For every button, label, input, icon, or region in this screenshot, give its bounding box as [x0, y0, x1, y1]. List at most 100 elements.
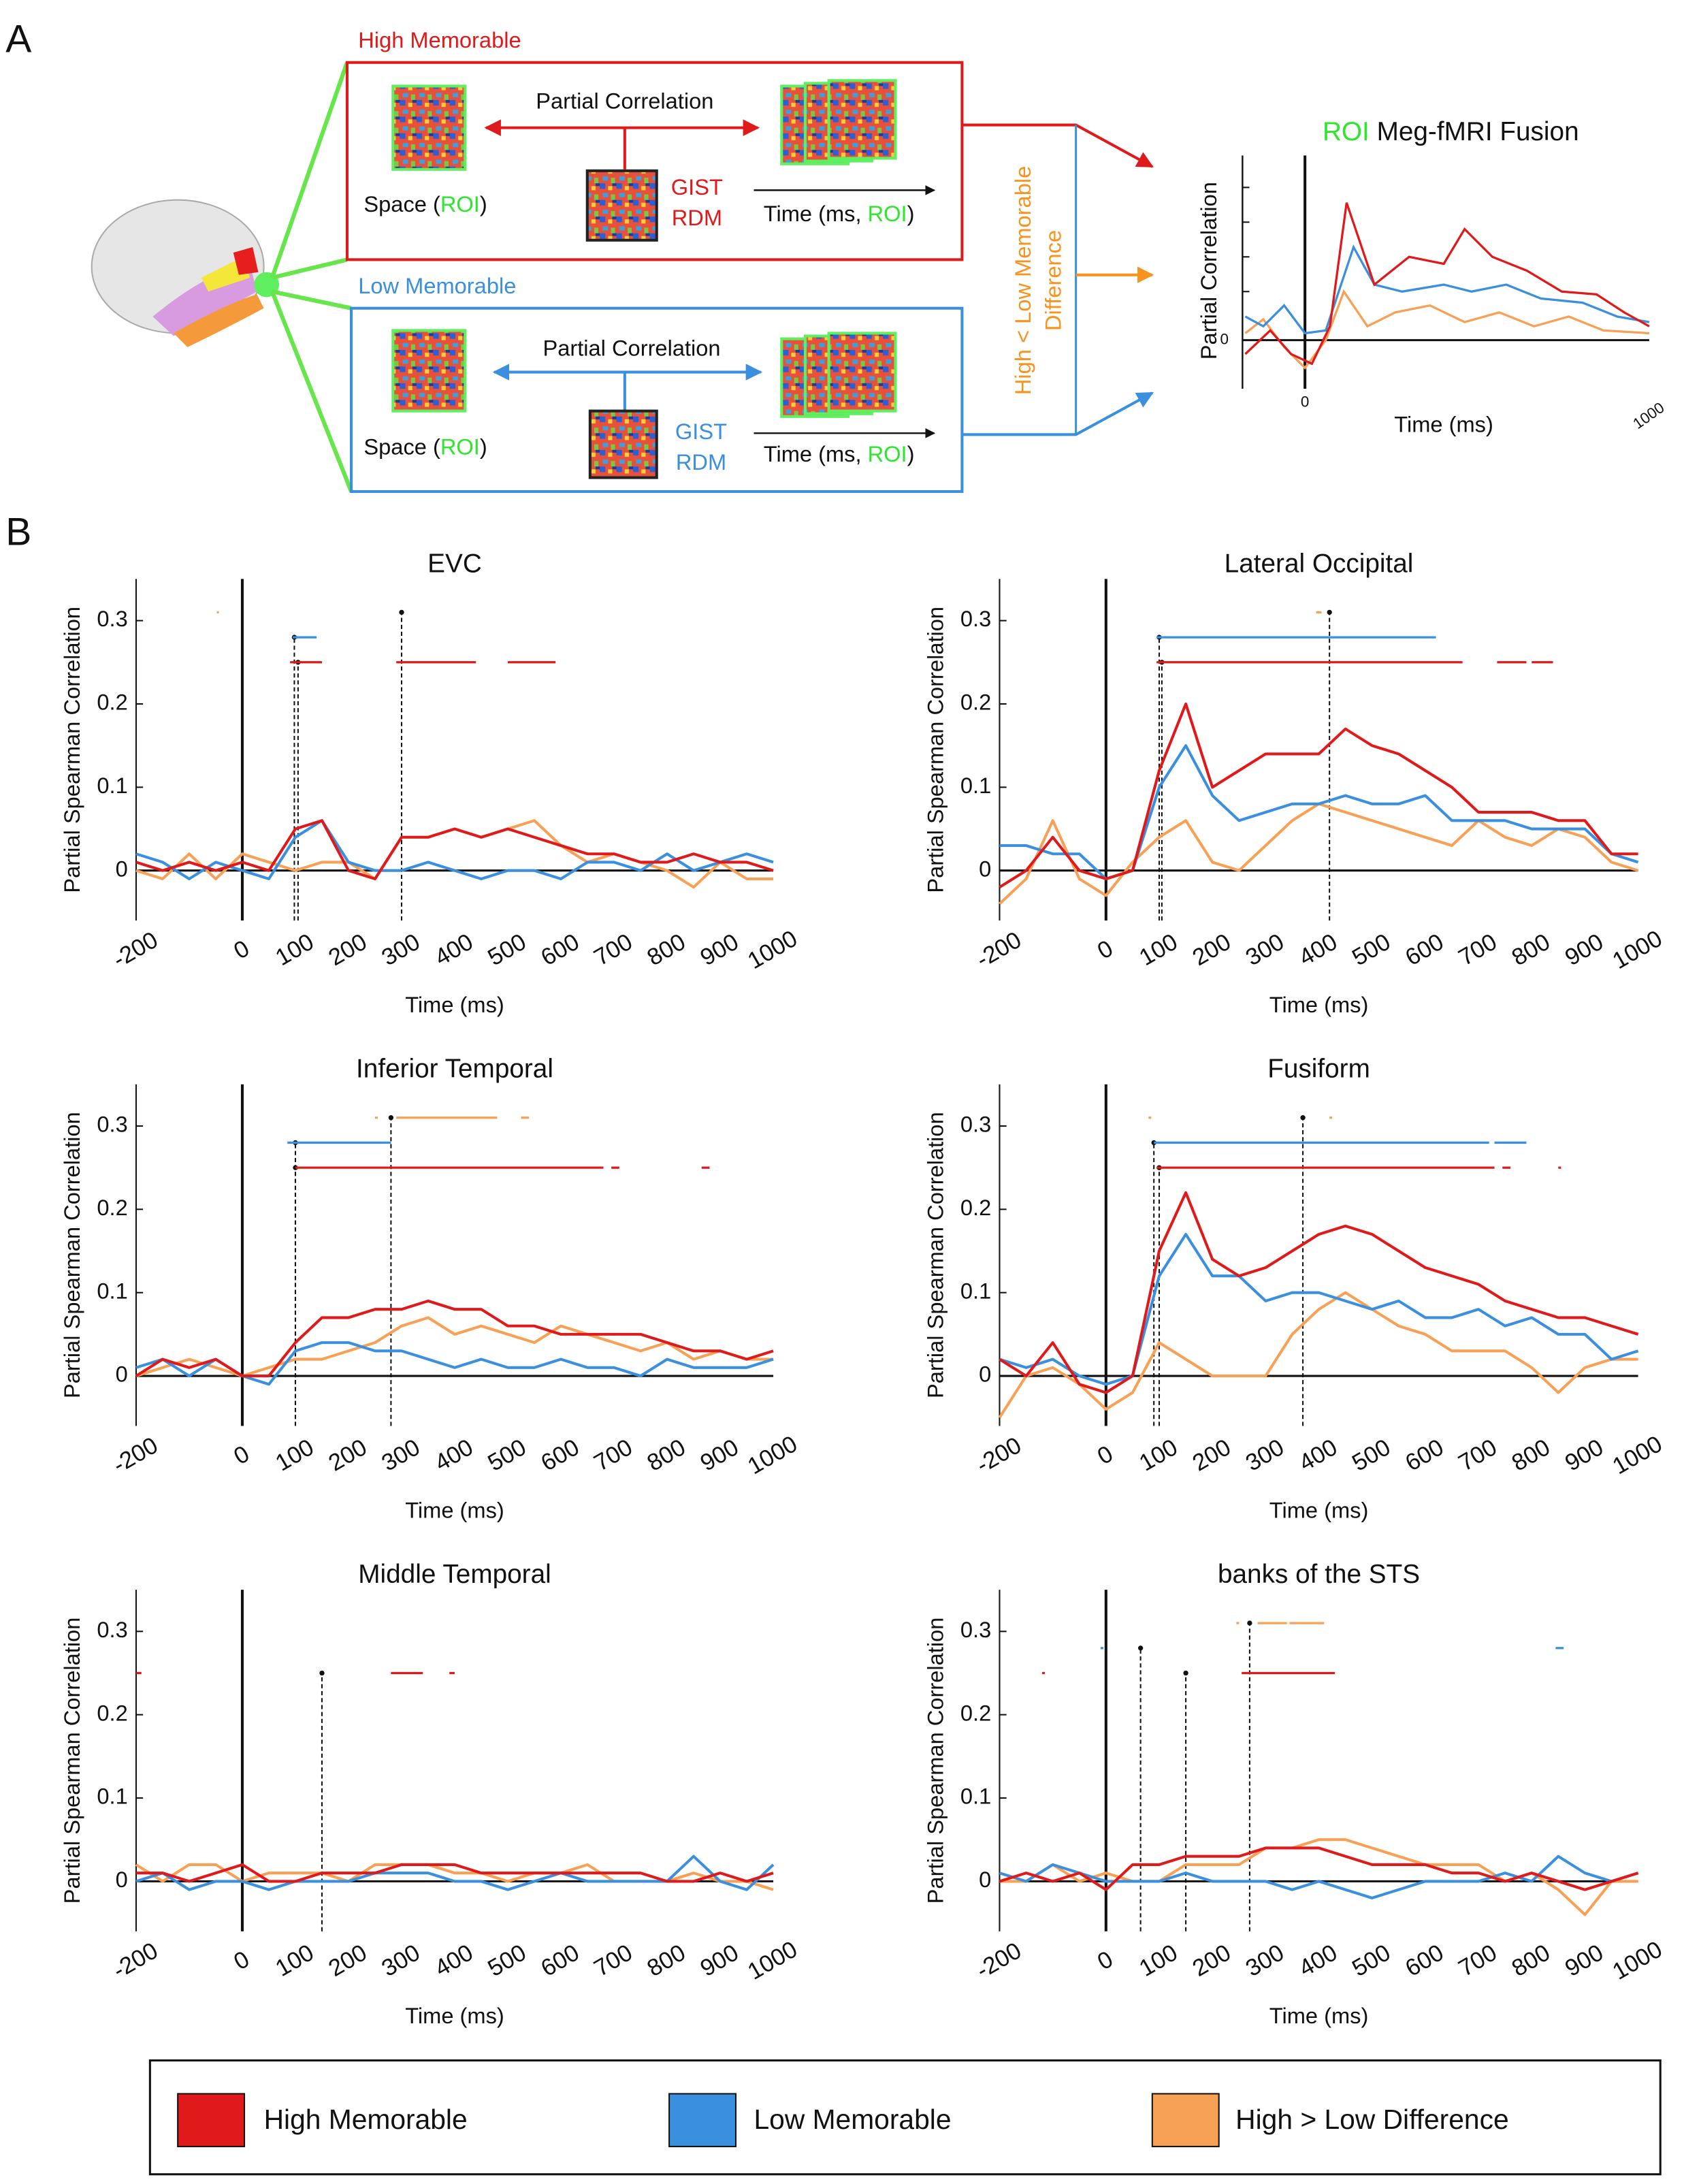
y-tick-label: 0.2	[960, 1700, 991, 1725]
x-tick-label: 200	[1188, 1434, 1235, 1477]
x-tick-label: 900	[1561, 929, 1608, 971]
difference-label: Difference	[1041, 230, 1066, 331]
x-tick-label: 900	[1561, 1940, 1608, 1982]
x-tick-label: 300	[378, 1940, 425, 1982]
x-tick-label: 600	[537, 1434, 584, 1477]
x-tick-label: 500	[1348, 1434, 1395, 1477]
x-tick-label: 1000	[743, 1431, 802, 1479]
gist-label: GIST	[675, 419, 727, 444]
x-tick-label: 900	[696, 1940, 743, 1982]
y-tick-label: 0.1	[960, 1278, 991, 1303]
y-tick-label: 0	[979, 1867, 991, 1892]
x-tick-label: -200	[108, 927, 162, 974]
text: ROI	[868, 201, 907, 226]
y-axis-label: Partial Spearman Correlation	[59, 607, 84, 893]
x-tick-label: 500	[484, 1940, 531, 1982]
y-tick-label: 0.3	[97, 606, 127, 631]
y-tick-label: 0.2	[960, 1195, 991, 1220]
y-tick-label: 0.1	[960, 1784, 991, 1809]
x-tick-label: 100	[272, 1434, 319, 1477]
box-title: High Memorable	[358, 27, 521, 52]
peak-dot	[1300, 1115, 1306, 1121]
peak-dot	[388, 1115, 394, 1121]
x-tick-label: 300	[378, 1434, 425, 1477]
series-line	[135, 819, 774, 889]
gist-rdm	[588, 409, 658, 479]
x-tick-label: 700	[590, 1940, 637, 1982]
x-tick-label: 0	[1093, 1441, 1118, 1470]
peak-dot	[1183, 1670, 1188, 1676]
legend-box	[148, 2059, 1662, 2176]
x-tick-label: 200	[1188, 1940, 1235, 1982]
x-tick-label: 500	[1348, 1940, 1395, 1982]
y-tick-label: 0	[116, 1362, 128, 1387]
gist-label: RDM	[672, 205, 722, 230]
legend-swatch	[1151, 2093, 1220, 2147]
y-tick-label: 0	[979, 856, 991, 881]
x-tick-label: 400	[431, 1940, 478, 1982]
x-tick-label: 800	[643, 1940, 690, 1982]
text: )	[907, 201, 915, 226]
x-tick-label: 600	[1401, 929, 1448, 971]
x-tick-label: 200	[325, 929, 372, 971]
x-tick-label: -200	[108, 1938, 162, 1984]
x-tick-label: 0	[1093, 1946, 1118, 1976]
rdm-stack	[780, 79, 897, 165]
x-tick-label: 400	[1295, 1940, 1342, 1982]
x-tick-label: 100	[1135, 929, 1182, 971]
y-tick-label: 0.3	[97, 1112, 127, 1137]
fusion-axes	[1242, 155, 1649, 389]
x-tick-label: 400	[431, 1434, 478, 1477]
x-tick-label: 200	[1188, 929, 1235, 971]
series-line	[999, 702, 1638, 888]
chart-title: Lateral Occipital	[1225, 549, 1414, 578]
text: )	[480, 434, 487, 459]
y-axis-label: Partial Spearman Correlation	[922, 1618, 948, 1904]
low-box	[350, 306, 964, 493]
chart-title: banks of the STS	[1218, 1560, 1420, 1589]
x-tick-label: 100	[1135, 1940, 1182, 1982]
rdm-stack	[780, 332, 897, 418]
gist-rdm	[585, 169, 658, 242]
fusion-title: ROI Meg-fMRI Fusion	[1323, 117, 1579, 146]
gist-label: GIST	[671, 174, 723, 199]
axis-label: Time (ms)	[1394, 412, 1493, 437]
x-axis-label: Time (ms)	[1269, 2003, 1369, 2028]
text: Space (	[363, 434, 440, 459]
y-tick-label: 0.1	[97, 1278, 127, 1303]
panel-label: A	[5, 17, 31, 61]
chart-title: Fusiform	[1267, 1055, 1370, 1084]
y-axis-label: Partial Spearman Correlation	[922, 607, 948, 893]
y-tick-label: 0.3	[960, 1112, 991, 1137]
x-tick-label: -200	[972, 1938, 1026, 1984]
gist-label: RDM	[676, 449, 726, 475]
x-axis-label: Time (ms)	[1269, 1498, 1369, 1523]
x-tick-label: 400	[431, 929, 478, 971]
y-tick-label: 0.2	[97, 690, 127, 715]
series-line	[999, 1191, 1639, 1394]
space-label: Space (ROI)	[363, 191, 487, 216]
x-tick-label: 400	[1295, 929, 1342, 971]
connector-lines	[270, 61, 353, 493]
y-axis-label: Partial Spearman Correlation	[59, 1618, 84, 1904]
text: Space (	[363, 191, 440, 216]
x-tick-label: 0	[229, 1946, 254, 1976]
x-tick-label: 1000	[1608, 1431, 1667, 1479]
x-tick-label: 0	[229, 935, 254, 965]
series-line	[998, 1291, 1638, 1419]
legend-label: High Memorable	[264, 2104, 468, 2135]
series-line	[999, 1854, 1639, 1899]
x-tick-label: 700	[590, 1434, 637, 1477]
rdm-matrix	[391, 84, 467, 171]
x-tick-label: -200	[972, 927, 1026, 974]
peak-dot	[399, 609, 404, 615]
high-box	[345, 61, 964, 261]
x-tick-label: 500	[1348, 929, 1395, 971]
rdm-matrix	[391, 329, 467, 413]
y-tick-label: 0	[979, 1362, 991, 1387]
y-tick-label: 0	[116, 856, 128, 881]
x-axis-label: Time (ms)	[405, 992, 504, 1017]
x-tick-label: 500	[484, 1434, 531, 1477]
y-tick-label: 0.1	[97, 1784, 127, 1809]
